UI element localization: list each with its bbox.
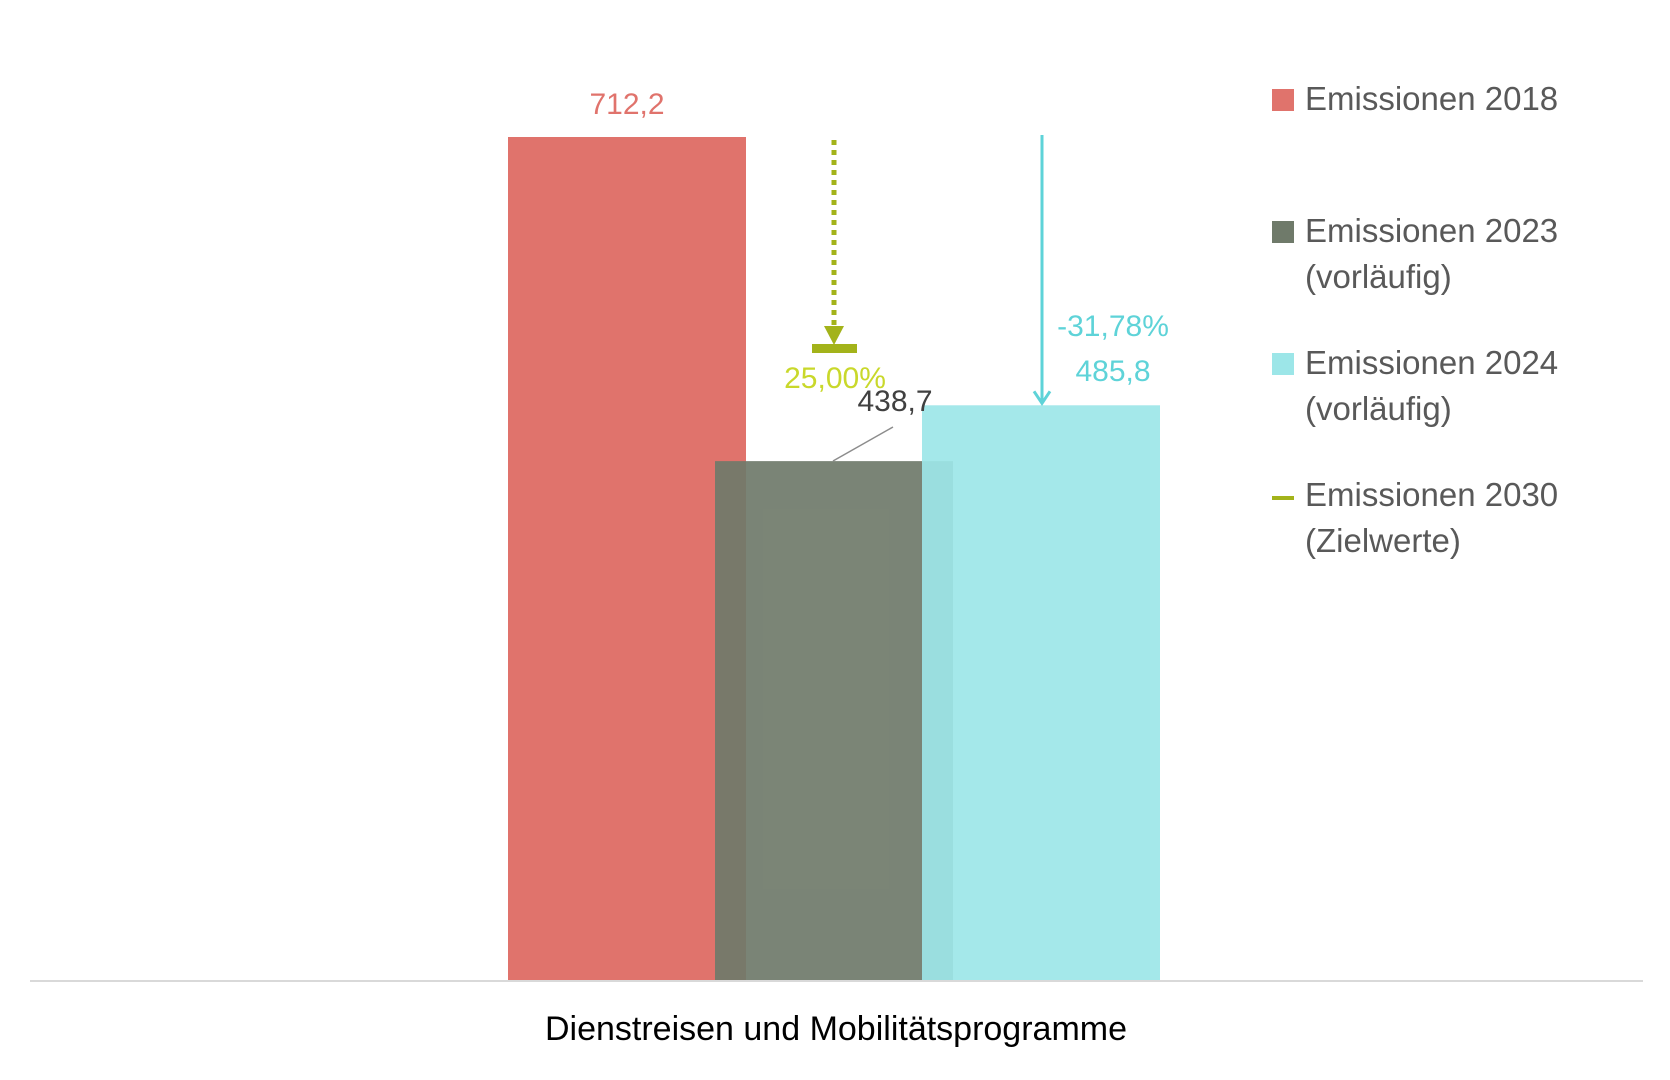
- legend-swatch-2018: [1272, 89, 1294, 111]
- data-label-2023: 438,7: [857, 385, 932, 418]
- legend-item-2024: Emissionen 2024 (vorläufig): [1272, 340, 1558, 432]
- data-label-2018: 712,2: [589, 88, 664, 121]
- annotation-reduction-2024: -31,78%: [1057, 310, 1169, 343]
- target-2030-marker: [812, 344, 857, 353]
- legend-swatch-2023: [1272, 221, 1294, 243]
- category-label: Dienstreisen und Mobilitätsprogramme: [545, 1010, 1127, 1048]
- legend-label-2030: Emissionen 2030 (Zielwerte): [1305, 476, 1559, 559]
- annotation-target-reduction: 25,00%: [784, 362, 886, 395]
- legend-line-2030: [1272, 496, 1294, 500]
- bar-emissionen-2018: [508, 137, 746, 981]
- legend-label-2024: Emissionen 2024 (vorläufig): [1305, 344, 1559, 427]
- legend-label-2023: Emissionen 2023 (vorläufig): [1305, 212, 1559, 295]
- leader-line-2023: [832, 426, 894, 462]
- reduction-arrow-head: [1032, 390, 1052, 407]
- legend-label-2018: Emissionen 2018: [1305, 80, 1559, 117]
- bar-emissionen-2023: [715, 461, 953, 981]
- data-label-2024: 485,8: [1075, 355, 1150, 388]
- legend-item-2023: Emissionen 2023 (vorläufig): [1272, 208, 1558, 300]
- legend-item-2030: Emissionen 2030 (Zielwerte): [1272, 472, 1558, 564]
- bar-emissionen-2024: [922, 405, 1160, 981]
- legend-item-2018: Emissionen 2018: [1272, 76, 1558, 122]
- target-arrow-head: [824, 326, 844, 345]
- legend-swatch-2024: [1272, 353, 1294, 375]
